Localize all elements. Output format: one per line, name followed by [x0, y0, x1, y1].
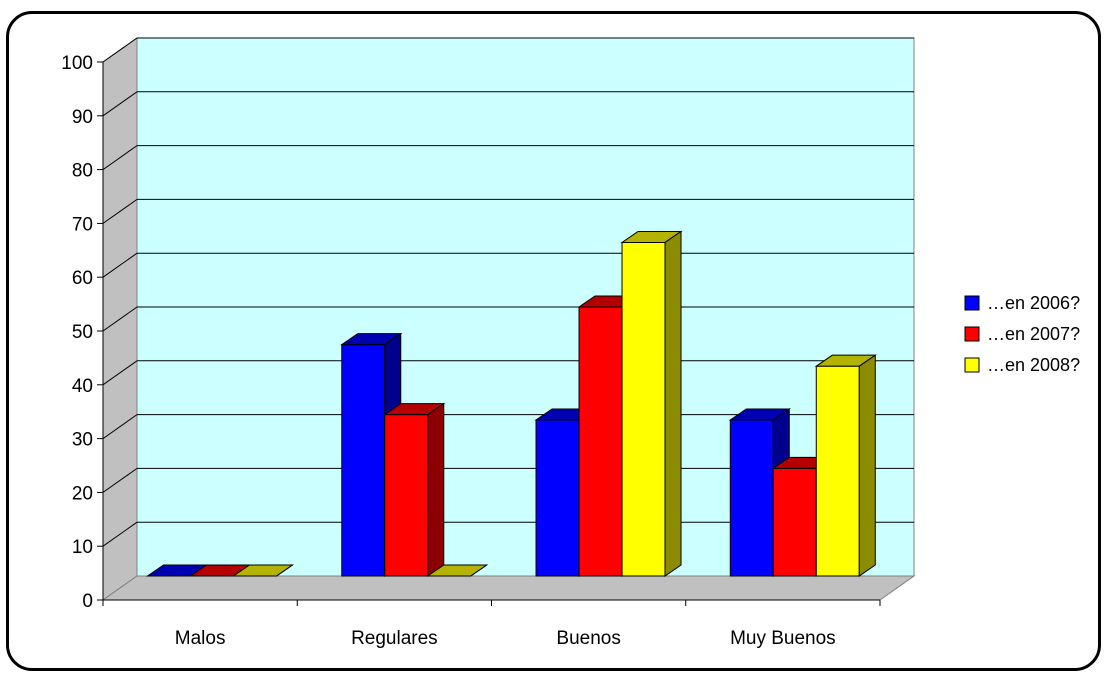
gridlines: [102, 37, 914, 547]
gridline-side: [102, 414, 138, 440]
bar-side: [470, 564, 488, 577]
legend-item: …en 2007?: [964, 324, 1080, 344]
legend: …en 2006? …en 2007? …en 2008?: [964, 293, 1080, 375]
x-tick-label: Malos: [175, 628, 226, 649]
gridline-side: [102, 37, 138, 63]
bar: [383, 402, 446, 577]
gridline-side: [102, 91, 138, 117]
bar-front: [578, 306, 623, 577]
y-tick-label: 0: [82, 591, 93, 612]
bar-front: [729, 419, 774, 577]
bar-front: [772, 467, 817, 577]
y-tick-label: 50: [72, 322, 93, 343]
x-tick-label: Muy Buenos: [730, 628, 836, 649]
bar: [814, 354, 877, 577]
legend-swatch: [964, 326, 980, 342]
axis-labels: 0 10 20 30 40 50 60 70 80 90 100 Malos Regulares Buen…: [61, 53, 835, 649]
y-tick-label: 60: [72, 268, 93, 289]
bar-side: [858, 354, 876, 577]
x-tick-label: Regulares: [351, 628, 438, 649]
gridline-side: [102, 521, 138, 547]
legend-item: …en 2008?: [964, 355, 1080, 375]
bar-front: [815, 365, 860, 577]
bar-front: [535, 419, 580, 577]
y-tick-label: 10: [72, 537, 93, 558]
bar-side: [664, 230, 682, 577]
gridline-side: [102, 467, 138, 493]
y-tick-label: 70: [72, 214, 93, 235]
legend-label: …en 2008?: [987, 355, 1080, 375]
y-tick-label: 20: [72, 483, 93, 504]
x-tick-label: Buenos: [556, 628, 620, 649]
y-tick-label: 40: [72, 376, 93, 397]
y-tick-label: 90: [72, 107, 93, 128]
y-tick-label: 30: [72, 430, 93, 451]
bar-front: [384, 414, 429, 577]
bar-side: [427, 402, 445, 577]
gridline-side: [102, 306, 138, 332]
bar-front: [621, 241, 666, 577]
axes: [97, 61, 881, 606]
gridline-side: [102, 198, 138, 224]
bar: [231, 564, 295, 577]
y-tick-label: 80: [72, 161, 93, 182]
gridline-side: [102, 252, 138, 278]
legend-swatch: [964, 295, 980, 311]
bar: [620, 230, 683, 577]
legend-label: …en 2007?: [987, 324, 1080, 344]
bar-front: [341, 344, 386, 577]
bars: [145, 230, 877, 577]
gridline-side: [102, 360, 138, 386]
legend-swatch: [964, 357, 980, 373]
legend-item: …en 2006?: [964, 293, 1080, 313]
bar-side: [276, 564, 293, 577]
floor: [101, 575, 916, 601]
gridline-side: [102, 145, 138, 171]
y-tick-label: 100: [61, 53, 93, 74]
bar: [426, 564, 489, 577]
legend-label: …en 2006?: [987, 293, 1080, 313]
